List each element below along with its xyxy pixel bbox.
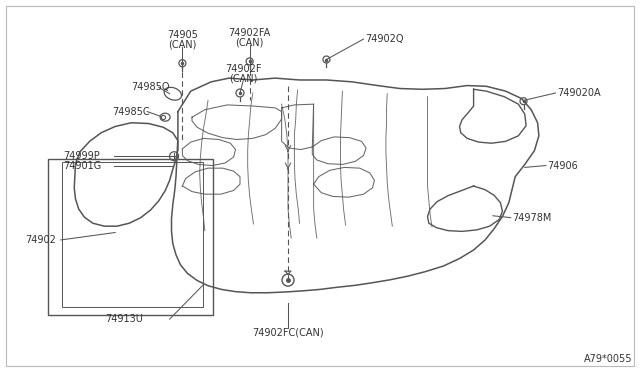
Text: 74901G: 74901G — [63, 161, 101, 171]
Bar — [62, 162, 203, 307]
Text: 74902: 74902 — [26, 235, 56, 245]
Text: 74902FC(CAN): 74902FC(CAN) — [252, 328, 324, 338]
Text: 749020A: 749020A — [557, 88, 600, 98]
Text: 74978M: 74978M — [512, 213, 552, 222]
Text: 74913U: 74913U — [106, 314, 143, 324]
Text: (CAN): (CAN) — [229, 73, 257, 83]
Text: 74902Q: 74902Q — [365, 34, 403, 44]
Text: 74985Q: 74985Q — [131, 83, 170, 92]
Text: 74999P: 74999P — [63, 151, 99, 161]
Text: (CAN): (CAN) — [236, 38, 264, 48]
Text: A79*0055: A79*0055 — [584, 354, 632, 364]
Text: (CAN): (CAN) — [168, 40, 196, 49]
Text: 74985C: 74985C — [112, 107, 150, 116]
Bar — [48, 159, 213, 315]
Text: 74905: 74905 — [167, 31, 198, 40]
Text: 74902F: 74902F — [225, 64, 262, 74]
Text: 74902FA: 74902FA — [228, 29, 271, 38]
Text: 74906: 74906 — [547, 161, 578, 170]
